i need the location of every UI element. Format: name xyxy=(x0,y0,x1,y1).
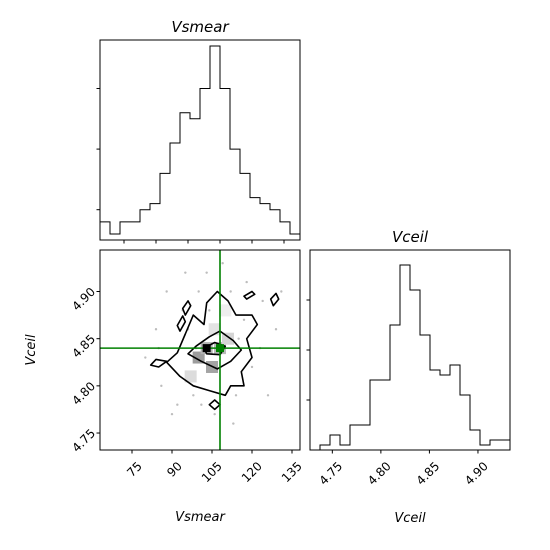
vceil-histogram-x-tick-label: 4.80 xyxy=(365,459,394,488)
vsmear-x-axis-label: Vsmear xyxy=(175,510,226,525)
scatter-point xyxy=(229,290,232,293)
vceil-histogram-title: Vceil xyxy=(392,228,429,246)
joint-density-frame xyxy=(99,249,301,451)
vceil-histogram-steps xyxy=(310,264,510,451)
truth-marker xyxy=(216,344,224,353)
scatter-point xyxy=(232,422,235,425)
vceil-y-axis-label: Vceil xyxy=(24,334,39,366)
scatter-point xyxy=(237,337,240,340)
scatter-point xyxy=(208,309,211,312)
scatter-point xyxy=(205,271,208,274)
scatter-point xyxy=(160,384,163,388)
vceil-y-tick-label: 4.80 xyxy=(69,379,98,408)
vceil-x-axis-label: Vceil xyxy=(394,511,426,526)
vsmear-x-tick-label: 105 xyxy=(199,459,225,485)
vsmear-histogram-frame xyxy=(99,39,301,241)
scatter-point xyxy=(165,290,168,293)
scatter-point xyxy=(197,290,200,293)
contour-line-island xyxy=(243,290,256,300)
density-cell xyxy=(192,351,205,364)
vceil-y-tick-label: 4.75 xyxy=(69,426,98,455)
peak-marker xyxy=(202,344,211,353)
vceil-y-tick-label: 4.85 xyxy=(69,332,98,361)
scatter-point xyxy=(213,412,216,416)
contour-line-island xyxy=(269,292,280,307)
vceil-histogram-panel: Vceil 4.75 4.80 4.85 4.90 Vceil xyxy=(306,228,511,526)
vsmear-x-tick-label: 120 xyxy=(239,459,265,485)
vsmear-histogram-steps xyxy=(100,45,300,235)
vceil-y-tick-label: 4.90 xyxy=(69,285,98,314)
scatter-point xyxy=(200,403,203,406)
vsmear-x-tick-label: 75 xyxy=(124,459,145,480)
scatter-point xyxy=(242,318,246,322)
density-contours xyxy=(149,290,280,411)
scatter-point xyxy=(184,271,187,274)
joint-density-ticks: 75 90 105 120 135 4.75 4.80 4.85 4.90 xyxy=(69,285,305,485)
scatter-point xyxy=(154,328,158,331)
contour-line-island xyxy=(208,399,221,411)
contour-line-island xyxy=(176,315,187,332)
scatter-point xyxy=(274,328,278,331)
density-cell xyxy=(184,370,197,383)
scatter-point xyxy=(261,299,264,303)
contour-line-inner xyxy=(187,330,243,370)
vceil-histogram-x-tick-label: 4.75 xyxy=(316,459,345,488)
scatter-point xyxy=(170,412,174,416)
scatter-point xyxy=(266,394,270,397)
vsmear-histogram-ticks xyxy=(96,87,285,244)
vceil-histogram-ticks: 4.75 4.80 4.85 4.90 xyxy=(306,299,491,488)
scatter-point xyxy=(221,262,224,265)
contour-line-island xyxy=(181,300,192,316)
scatter-point xyxy=(250,365,254,369)
vceil-histogram-x-tick-label: 4.90 xyxy=(462,459,491,488)
scatter-point xyxy=(192,394,195,397)
contour-line-island xyxy=(149,358,168,368)
scatter-point xyxy=(144,356,147,359)
vceil-histogram-x-tick-label: 4.85 xyxy=(414,459,443,488)
vsmear-x-tick-label: 135 xyxy=(279,459,305,485)
truth-markers xyxy=(100,250,300,450)
scatter-point xyxy=(280,290,283,293)
vsmear-histogram-panel: Vsmear xyxy=(96,18,301,244)
density-cell xyxy=(222,332,234,345)
vsmear-histogram-title: Vsmear xyxy=(171,18,229,36)
vsmear-x-tick-label: 90 xyxy=(164,459,185,480)
density-cell xyxy=(219,304,232,317)
scatter-point xyxy=(234,394,238,397)
scatter-points xyxy=(144,262,283,425)
joint-density-panel: 75 90 105 120 135 4.75 4.80 4.85 4.90 Vsmear Vce… xyxy=(24,249,305,525)
contour-line-outer xyxy=(165,290,259,397)
scatter-point xyxy=(245,280,248,284)
scatter-point xyxy=(176,403,179,406)
